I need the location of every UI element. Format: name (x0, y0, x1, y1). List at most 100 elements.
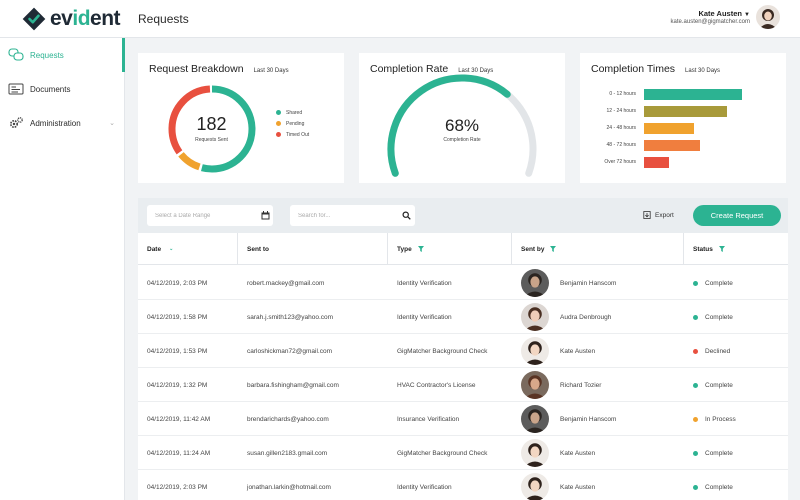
status-dot (693, 348, 698, 354)
column-header-status[interactable]: Status (684, 233, 788, 265)
sidebar-item-administration[interactable]: Administration ⌄ (0, 106, 125, 140)
column-header-sent-to[interactable]: Sent to (238, 233, 388, 265)
avatar[interactable] (756, 5, 780, 29)
cell-date: 04/12/2019, 2:03 PM (147, 279, 208, 287)
cell-type: GigMatcher Background Check (397, 449, 488, 457)
gear-icon (9, 117, 23, 129)
cell-status: Complete (684, 470, 788, 500)
create-request-button[interactable]: Create Request (693, 205, 781, 226)
filter-icon[interactable] (417, 246, 424, 252)
avatar-icon (756, 5, 780, 29)
search-input[interactable] (290, 205, 415, 226)
table-row[interactable]: 04/12/2019, 1:58 PM sarah.j.smith123@yaho… (138, 300, 788, 334)
user-menu[interactable]: Kate Austen ▼ kate.austen@gigmatcher.com (671, 5, 780, 29)
sent-by-name: Kate Austen (560, 347, 596, 355)
avatar-icon (521, 405, 549, 433)
user-email: kate.austen@gigmatcher.com (670, 19, 750, 25)
export-icon (643, 211, 651, 219)
column-header-date[interactable]: Date ⌄ (138, 233, 238, 265)
cell-status: Declined (684, 334, 788, 368)
cell-status: In Process (684, 402, 788, 436)
cell-sent-by: Kate Austen (512, 334, 684, 368)
cell-status: Complete (684, 300, 788, 334)
cell-date: 04/12/2019, 1:58 PM (147, 313, 208, 321)
card-title: Request Breakdown Last 30 Days (149, 63, 289, 75)
cell-sent-by: Audra Denbrough (512, 300, 684, 334)
sent-by-name: Richard Tozier (560, 381, 602, 389)
sent-by-name: Benjamin Hanscom (560, 415, 617, 423)
card-period: Last 30 Days (685, 68, 721, 74)
user-name: Kate Austen (698, 9, 742, 18)
bar-over-72-hours (644, 157, 669, 168)
calendar-icon[interactable] (261, 211, 270, 220)
documents-icon (8, 83, 24, 95)
sidebar-item-documents[interactable]: Documents (0, 72, 125, 106)
gauge-fill (387, 74, 511, 177)
status-text: Complete (705, 483, 733, 491)
status-text: Complete (705, 313, 733, 321)
bar-label: 48 - 72 hours (606, 142, 636, 148)
donut-slice-timed-out (168, 85, 256, 173)
chevron-down-icon: ⌄ (109, 120, 115, 127)
status-text: Complete (705, 381, 733, 389)
table-row[interactable]: 04/12/2019, 11:24 AM susan.gillen2183.gma… (138, 436, 788, 470)
column-header-type[interactable]: Type (388, 233, 512, 265)
legend-item: Timed Out (276, 129, 309, 140)
sidebar: Requests Documents Administration ⌄ (0, 38, 125, 500)
user-name-row: Kate Austen ▼ (671, 9, 750, 18)
legend-dot (276, 132, 281, 137)
sidebar-item-label: Documents (30, 84, 71, 94)
card-title: Completion Rate Last 30 Days (370, 63, 494, 75)
evident-logo[interactable]: evident (22, 7, 121, 31)
sidebar-item-requests[interactable]: Requests (0, 38, 125, 72)
table-row[interactable]: 04/12/2019, 2:03 PM jonathan.larkin@hotma… (138, 470, 788, 500)
cell-sent-to: carloshickman72@gmail.com (247, 347, 332, 355)
cell-status: Complete (684, 368, 788, 402)
request-breakdown-card: Request Breakdown Last 30 Days 182 Reques… (138, 53, 344, 183)
status-text: Declined (705, 347, 731, 355)
table-row[interactable]: 04/12/2019, 1:53 PM carloshickman72@gmail… (138, 334, 788, 368)
search-icon[interactable] (402, 211, 411, 220)
sidebar-item-label: Requests (30, 50, 64, 60)
logo-check-icon (22, 7, 46, 31)
cell-date: 04/12/2019, 1:53 PM (147, 347, 208, 355)
sent-by-name: Audra Denbrough (560, 313, 612, 321)
sort-down-icon[interactable]: ⌄ (169, 246, 174, 252)
card-period: Last 30 Days (253, 68, 289, 74)
caret-down-icon: ▼ (744, 12, 750, 18)
cell-date: 04/12/2019, 1:32 PM (147, 381, 208, 389)
page-title: Requests (138, 12, 189, 26)
cell-sent-by: Benjamin Hanscom (512, 266, 684, 300)
filter-icon[interactable] (550, 246, 557, 252)
completion-times-chart: 0 - 12 hours 12 - 24 hours 24 - 48 hours 48… (580, 89, 786, 173)
table-row[interactable]: 04/12/2019, 1:32 PM barbara.fishingham@gm… (138, 368, 788, 402)
cell-sent-to: brendarichards@yahoo.com (247, 415, 329, 423)
status-dot (693, 382, 698, 388)
export-button[interactable]: Export (643, 211, 674, 219)
card-title: Completion Times Last 30 Days (591, 63, 721, 75)
legend-item: Pending (276, 118, 309, 129)
date-range-input[interactable] (147, 205, 273, 226)
status-dot (693, 450, 698, 456)
breakdown-legend: Shared Pending Timed Out (276, 107, 309, 140)
status-dot (693, 280, 698, 286)
bar-0---12-hours (644, 89, 742, 100)
donut-slice-shared (168, 85, 256, 173)
table-toolbar: Export Create Request (138, 198, 788, 233)
request-breakdown-donut (168, 85, 256, 173)
requests-sent-label: Requests Sent (195, 137, 228, 143)
avatar-icon (521, 337, 549, 365)
avatar-icon (521, 371, 549, 399)
cell-sent-to: jonathan.larkin@hotmail.com (247, 483, 331, 491)
logo-wordmark: evident (50, 7, 121, 30)
completion-times-card: Completion Times Last 30 Days 0 - 12 hour… (580, 53, 786, 183)
column-header-sent-by[interactable]: Sent by (512, 233, 684, 265)
filter-icon[interactable] (718, 246, 725, 252)
table-row[interactable]: 04/12/2019, 2:03 PM robert.mackey@gmail.c… (138, 266, 788, 300)
sidebar-item-label: Administration (30, 118, 81, 128)
bar-label: 24 - 48 hours (606, 125, 636, 131)
avatar-icon (521, 473, 549, 500)
legend-dot (276, 110, 281, 115)
table-row[interactable]: 04/12/2019, 11:42 AM brendarichards@yahoo… (138, 402, 788, 436)
avatar (521, 405, 549, 433)
